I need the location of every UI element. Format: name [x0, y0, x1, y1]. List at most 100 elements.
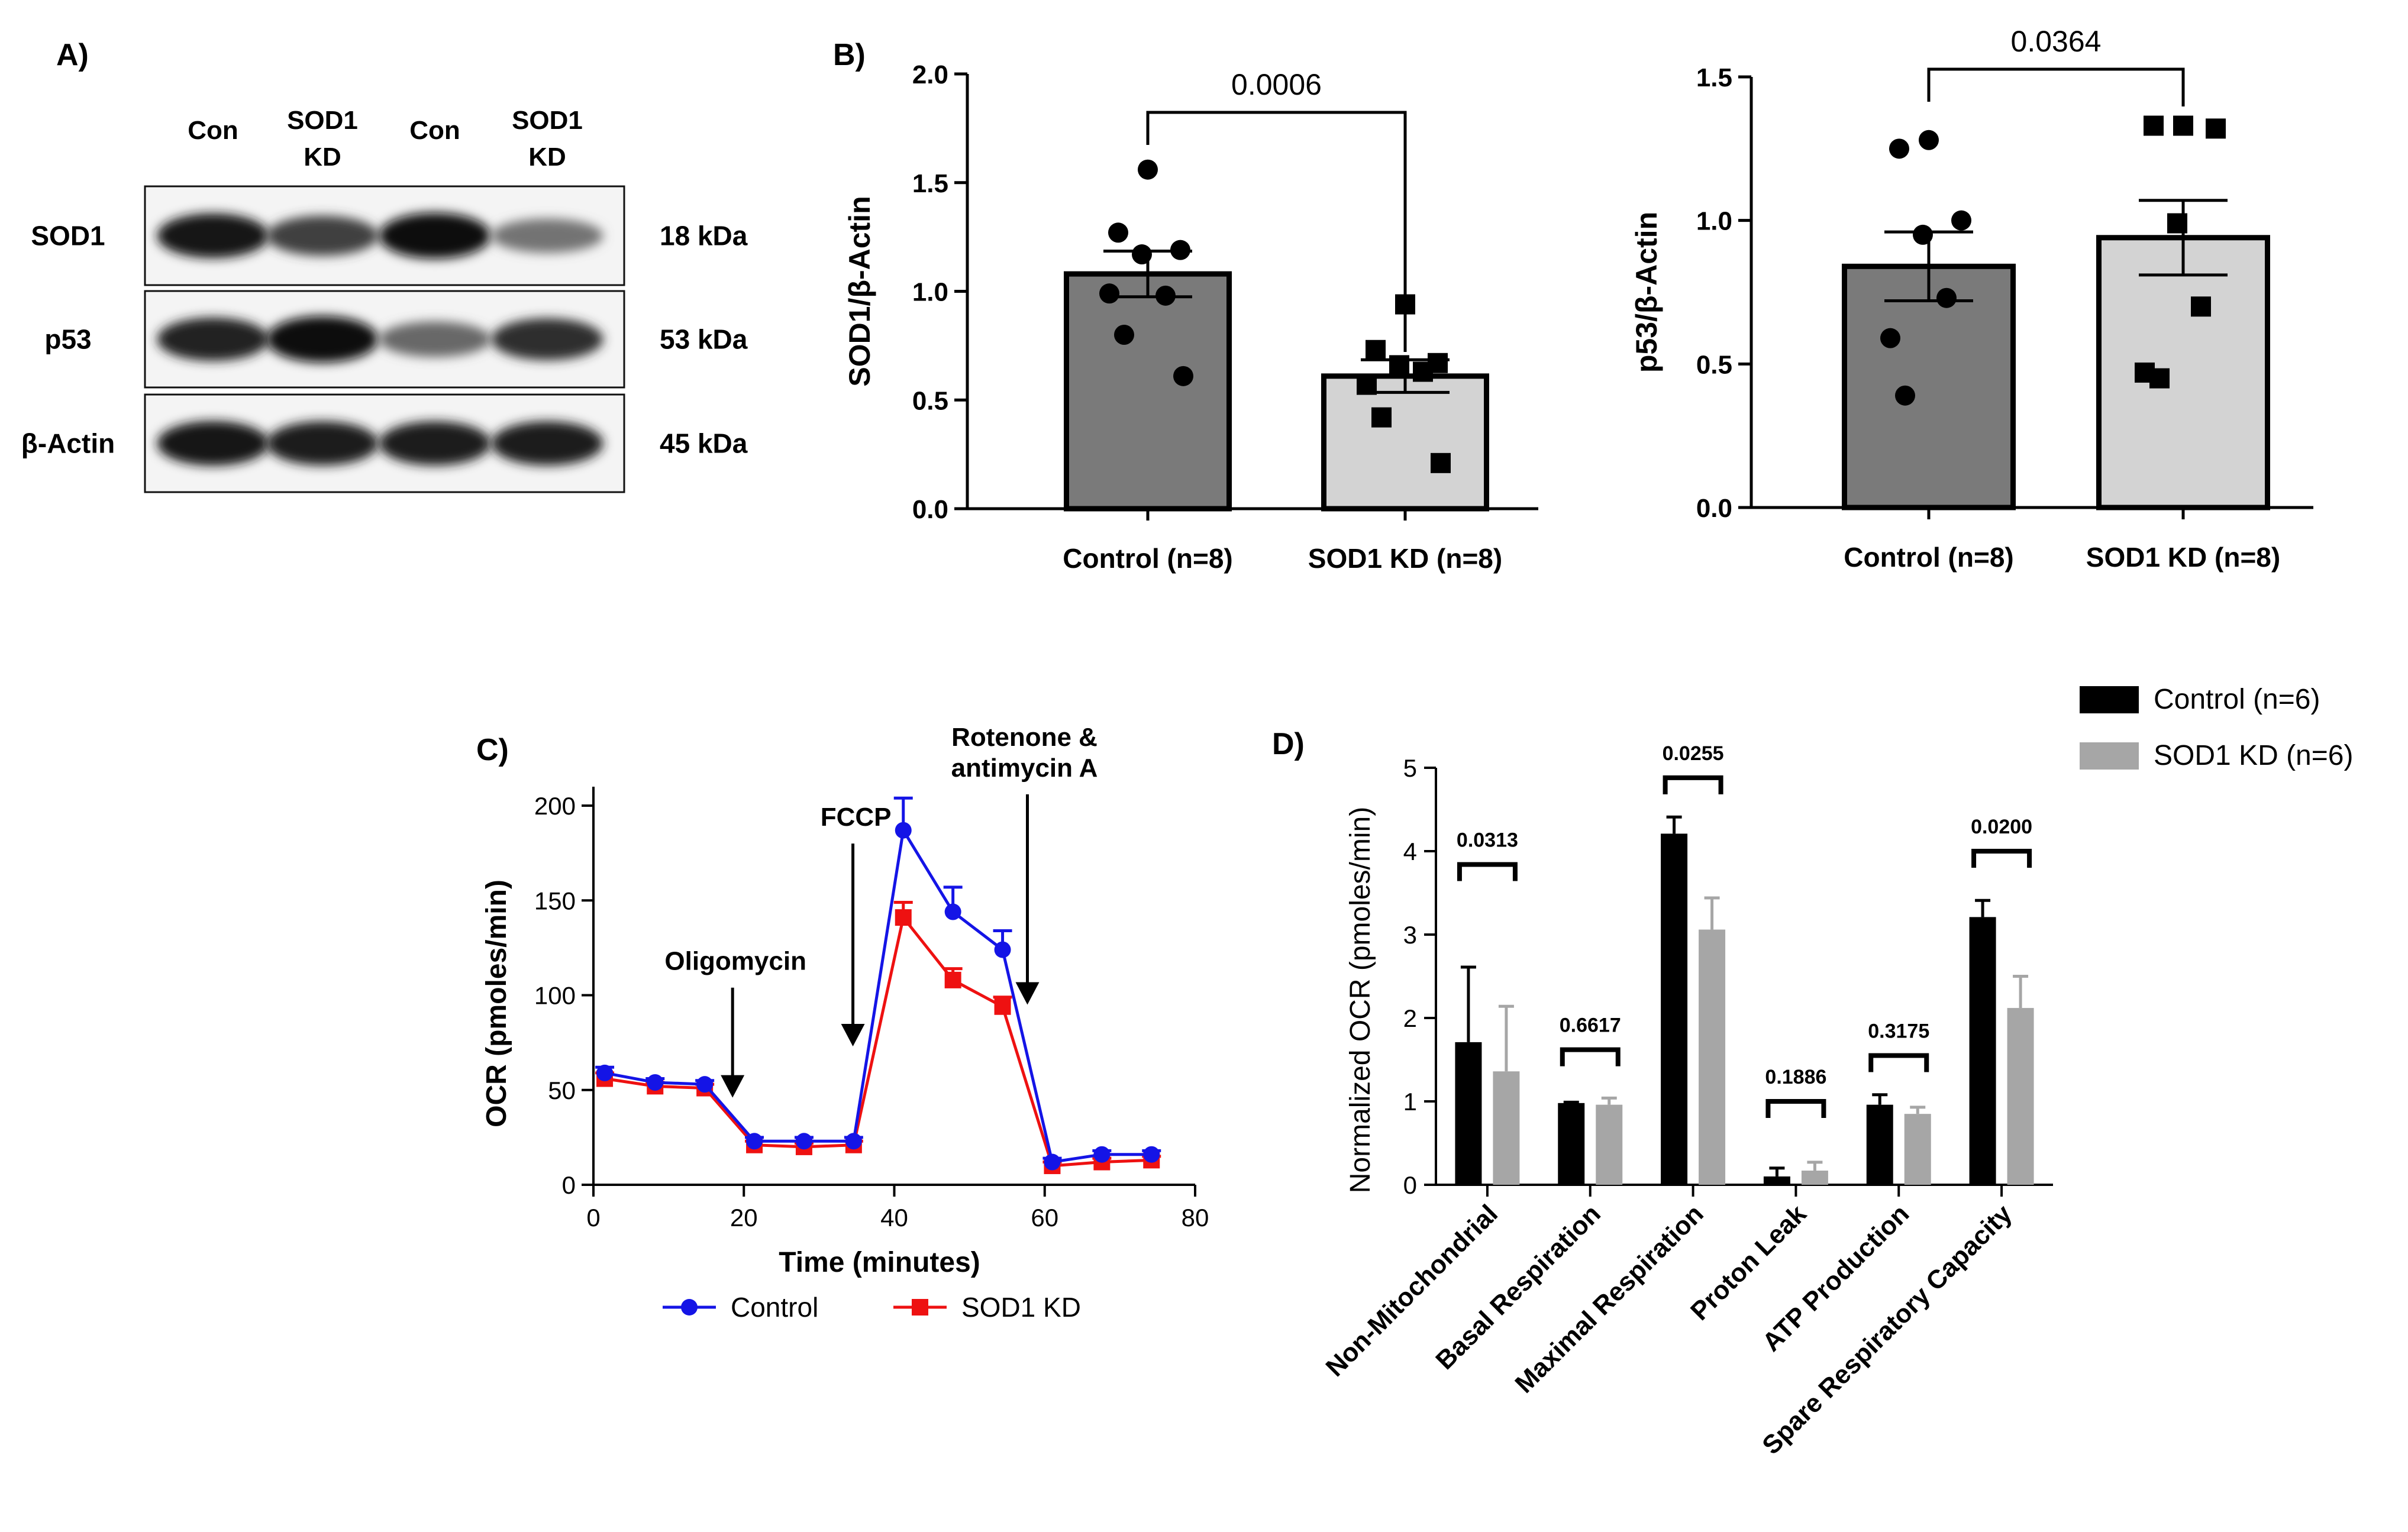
significance-bracket	[1971, 849, 2032, 868]
bar	[1866, 1104, 1893, 1185]
protein-band	[491, 218, 603, 253]
data-point	[1913, 224, 1933, 245]
bar	[1801, 1171, 1828, 1185]
y-tick-label: 4	[1403, 838, 1417, 865]
y-tick-label: 3	[1403, 921, 1417, 949]
data-point	[746, 1133, 763, 1150]
bar	[1763, 1176, 1790, 1185]
lane-label: Con	[409, 116, 460, 145]
data-point	[895, 822, 912, 839]
bar	[1904, 1114, 1931, 1185]
protein-band	[157, 213, 269, 258]
data-point	[1936, 287, 1957, 308]
significance-bracket	[1146, 111, 1407, 352]
panel-label-b: B)	[833, 38, 866, 72]
protein-band	[379, 321, 491, 357]
data-point	[2144, 115, 2164, 136]
y-tick-label: 2	[1403, 1004, 1417, 1032]
data-point	[596, 1064, 614, 1081]
series-line	[604, 826, 1152, 1164]
protein-size: 53 kDa	[660, 324, 748, 355]
data-point	[2206, 118, 2226, 139]
y-tick-label: 100	[534, 982, 576, 1010]
y-tick-label: 1.0	[1696, 207, 1732, 236]
data-point	[944, 903, 961, 920]
protein-band	[157, 421, 269, 466]
y-axis-label: OCR (pmoles/min)	[481, 880, 512, 1127]
y-tick-label: 1.0	[912, 278, 948, 307]
y-tick-label: 0.0	[1696, 494, 1732, 523]
significance-bracket	[1868, 1053, 1929, 1072]
x-category-label: Non-Mitochondrial	[1321, 1199, 1503, 1382]
lane-label: Con	[188, 116, 238, 145]
data-point	[895, 909, 912, 926]
bar	[1661, 833, 1688, 1185]
data-point	[2173, 115, 2193, 136]
chart-ocr-time: 0 50 100 150 200 0 20 40 60 80 Time (minutes) OCR (…	[481, 723, 1209, 1323]
data-point	[795, 1133, 812, 1150]
data-point	[1357, 374, 1377, 395]
x-tick-label: 80	[1182, 1204, 1209, 1232]
data-point	[944, 971, 961, 988]
p-value: 0.1886	[1765, 1066, 1826, 1088]
data-point	[1371, 407, 1392, 428]
data-point	[845, 1133, 862, 1150]
data-point	[1170, 240, 1190, 260]
data-point	[1099, 283, 1119, 304]
chart-normalized-ocr: 0 1 2 3 4 5 Normalized OCR (pmoles/min) 0.0313 N…	[1321, 684, 2354, 1460]
data-point	[1093, 1146, 1111, 1163]
chart-p53-actin: 0.0 0.5 1.0 1.5 p53/β-Actin Control (n=8) SOD1…	[1630, 25, 2313, 573]
data-point	[2167, 213, 2187, 234]
data-point	[1173, 366, 1193, 386]
data-point	[994, 941, 1011, 958]
significance-bracket	[1457, 862, 1518, 881]
significance-bracket	[1560, 1047, 1621, 1066]
protein-band	[491, 318, 603, 361]
annotation-arrowhead	[841, 1024, 865, 1047]
y-tick-label: 0	[1403, 1171, 1417, 1199]
significance-bracket	[1663, 775, 1723, 794]
bar	[1969, 917, 1996, 1185]
protein-band	[266, 215, 379, 256]
x-category-label: Maximal Respiration	[1509, 1199, 1709, 1398]
data-point	[647, 1074, 664, 1091]
bar	[2096, 235, 2270, 510]
lane-label: SOD1	[512, 106, 583, 135]
legend-swatch	[2080, 742, 2139, 770]
legend-label: SOD1 KD (n=6)	[2154, 740, 2353, 771]
data-point	[1132, 244, 1152, 265]
bar	[1455, 1042, 1482, 1185]
y-tick-label: 2.0	[912, 60, 948, 89]
data-point	[1895, 385, 1915, 406]
data-point	[1413, 361, 1433, 382]
panel-label-a: A)	[56, 38, 89, 72]
protein-band	[379, 212, 491, 259]
data-point	[1919, 130, 1939, 150]
data-point	[1108, 222, 1128, 243]
annotation-label: Oligomycin	[664, 947, 806, 976]
p-value: 0.0255	[1663, 742, 1724, 765]
lane-label: KD	[528, 143, 566, 172]
x-category-label: SOD1 KD (n=8)	[2086, 542, 2280, 573]
protein-band	[491, 421, 603, 466]
protein-label: p53	[44, 324, 91, 355]
data-point	[1044, 1153, 1061, 1171]
y-tick-label: 1	[1403, 1088, 1417, 1116]
protein-band	[266, 421, 379, 466]
data-point	[1880, 328, 1900, 348]
protein-label: β-Actin	[21, 428, 115, 459]
data-point	[1138, 159, 1158, 180]
y-tick-label: 0.0	[912, 495, 948, 524]
data-point	[2191, 296, 2211, 317]
data-point	[1431, 453, 1451, 473]
x-tick-label: 20	[730, 1204, 758, 1232]
p-value: 0.0313	[1457, 829, 1518, 852]
y-axis-label: p53/β-Actin	[1630, 212, 1663, 373]
y-tick-label: 5	[1403, 754, 1417, 782]
data-point	[2149, 368, 2170, 389]
x-axis-label: Time (minutes)	[779, 1247, 980, 1278]
data-point	[1889, 138, 1909, 159]
legend-marker	[681, 1299, 698, 1316]
y-tick-label: 150	[534, 887, 576, 914]
